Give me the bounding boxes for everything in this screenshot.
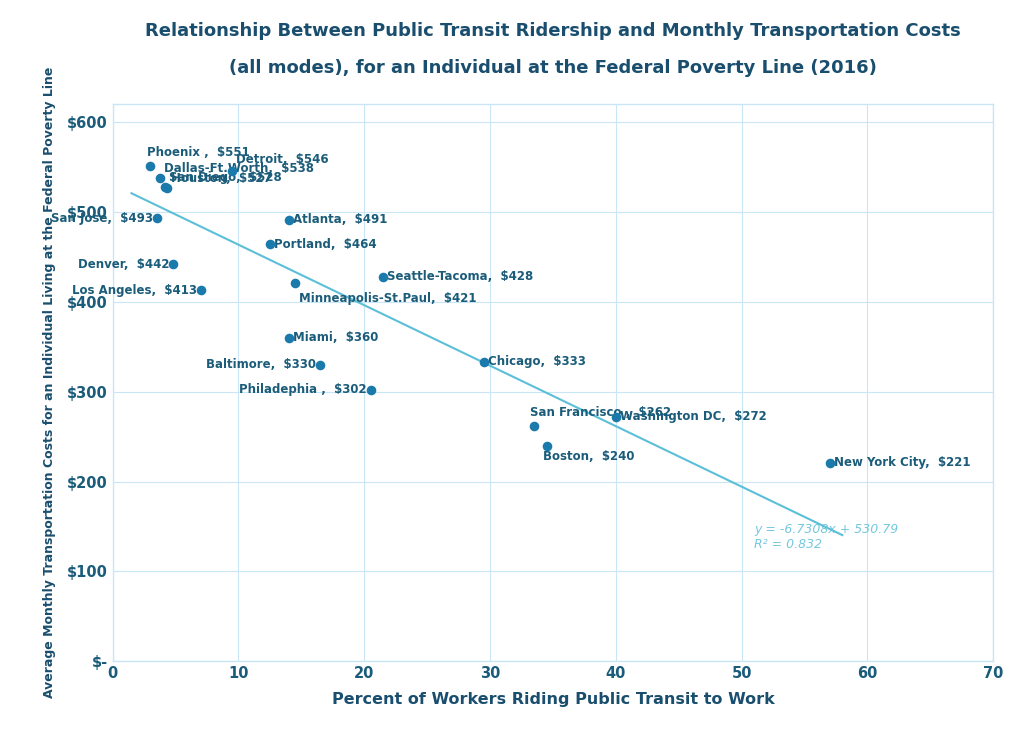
Point [821, 457, 838, 469]
Text: San Jose,  $493: San Jose, $493 [51, 212, 153, 224]
Text: New York City,  $221: New York City, $221 [834, 456, 970, 469]
Text: Seattle-Tacoma,  $428: Seattle-Tacoma, $428 [387, 270, 534, 283]
Text: Detroit,  $546: Detroit, $546 [236, 153, 329, 166]
Text: Atlanta,  $491: Atlanta, $491 [293, 213, 387, 227]
Text: Phoenix ,  $551: Phoenix , $551 [146, 146, 250, 159]
Point [475, 356, 492, 368]
Text: (all modes), for an Individual at the Federal Poverty Line (2016): (all modes), for an Individual at the Fe… [229, 59, 877, 77]
Point [142, 160, 159, 172]
Point [193, 284, 209, 296]
Point [539, 440, 555, 452]
Text: Baltimore,  $330: Baltimore, $330 [207, 358, 316, 372]
Point [281, 214, 297, 226]
Text: Philadephia ,  $302: Philadephia , $302 [240, 383, 367, 396]
Text: Washington DC,  $272: Washington DC, $272 [620, 410, 766, 424]
Point [375, 270, 391, 282]
Text: y = -6.7308x + 530.79
R² = 0.832: y = -6.7308x + 530.79 R² = 0.832 [755, 523, 898, 551]
Text: Los Angeles,  $413: Los Angeles, $413 [72, 284, 197, 296]
Point [165, 258, 181, 270]
Text: Relationship Between Public Transit Ridership and Monthly Transportation Costs: Relationship Between Public Transit Ride… [145, 22, 961, 40]
Text: San Francisco ,  $262: San Francisco , $262 [530, 406, 672, 418]
Point [281, 332, 297, 344]
Point [159, 181, 175, 193]
Text: Boston,  $240: Boston, $240 [543, 450, 635, 463]
Text: Chicago,  $333: Chicago, $333 [487, 355, 586, 369]
Text: Miami,  $360: Miami, $360 [293, 331, 378, 344]
Point [362, 384, 379, 396]
Y-axis label: Average Monthly Transportation Costs for an Individual Living at the Federal Pov: Average Monthly Transportation Costs for… [43, 67, 55, 698]
Text: Portland,  $464: Portland, $464 [273, 238, 376, 250]
Text: Denver,  $442: Denver, $442 [78, 258, 169, 270]
Point [224, 165, 241, 177]
Point [148, 212, 165, 224]
Point [607, 411, 624, 423]
X-axis label: Percent of Workers Riding Public Transit to Work: Percent of Workers Riding Public Transit… [332, 692, 774, 707]
Text: San Diego,  $528: San Diego, $528 [169, 171, 282, 184]
Text: Houston,  $527: Houston, $527 [171, 172, 271, 185]
Point [153, 172, 169, 184]
Text: Dallas-Ft.Worth,  $538: Dallas-Ft.Worth, $538 [164, 162, 314, 175]
Text: Minneapolis-St.Paul,  $421: Minneapolis-St.Paul, $421 [299, 292, 476, 305]
Point [158, 181, 174, 192]
Point [526, 420, 543, 432]
Point [312, 359, 329, 371]
Point [287, 277, 303, 289]
Point [262, 239, 279, 250]
